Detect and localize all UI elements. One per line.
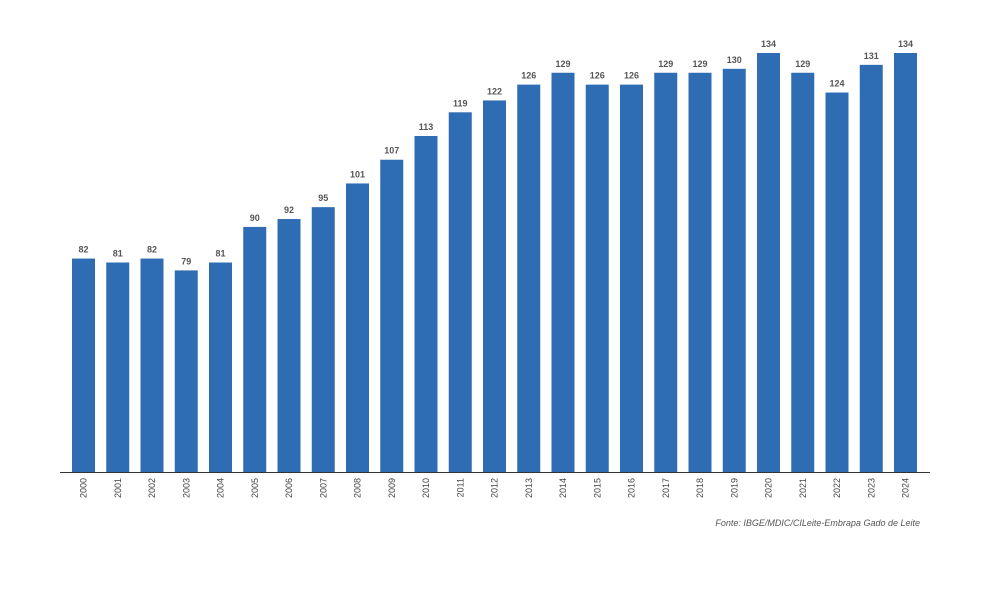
data-label: 95: [318, 193, 328, 203]
x-tick-label: 2000: [79, 478, 89, 498]
bar-2014: [551, 72, 575, 472]
data-label: 113: [419, 122, 434, 132]
data-label: 129: [658, 59, 673, 69]
x-tick-label: 2015: [592, 478, 602, 498]
data-label: 79: [181, 256, 191, 266]
x-tick-label: 2004: [216, 478, 226, 498]
bar-2004: [209, 262, 232, 472]
data-label: 82: [147, 245, 157, 255]
x-tick-label: 2013: [524, 478, 534, 498]
data-label: 131: [864, 51, 879, 61]
x-tick-label: 2007: [318, 478, 328, 498]
bar-2000: [72, 258, 95, 472]
x-tick-label: 2017: [661, 478, 671, 498]
x-tick-label: 2023: [866, 478, 876, 498]
data-label: 81: [113, 249, 123, 259]
bar-2021: [791, 72, 815, 472]
x-tick-label: 2001: [113, 478, 123, 498]
data-label: 126: [521, 71, 536, 81]
x-tick-label: 2024: [901, 478, 911, 498]
bar-2019: [722, 68, 746, 473]
data-label: 134: [898, 39, 913, 49]
bar-2005: [243, 226, 267, 472]
bar-2001: [106, 262, 130, 472]
x-tick-label: 2022: [832, 478, 842, 498]
x-tick-label: 2016: [627, 478, 637, 498]
data-label: 81: [215, 249, 225, 259]
bar-2011: [448, 112, 472, 472]
x-tick-label: 2009: [387, 478, 397, 498]
data-label: 122: [487, 86, 502, 96]
data-label: 134: [761, 39, 776, 49]
data-label: 107: [384, 146, 399, 156]
data-label: 126: [624, 71, 639, 81]
bar-2009: [380, 159, 404, 472]
x-tick-label: 2012: [490, 478, 500, 498]
x-tick-label: 2019: [729, 478, 739, 498]
bar-2007: [311, 207, 335, 472]
data-label: 129: [692, 59, 707, 69]
data-label: 92: [284, 205, 294, 215]
bar-2022: [825, 92, 849, 472]
bar-2016: [620, 84, 643, 472]
x-tick-label: 2018: [695, 478, 705, 498]
data-label: 124: [829, 79, 844, 89]
data-label: 130: [727, 55, 742, 65]
bar-2020: [757, 53, 780, 472]
bar-2024: [894, 53, 917, 472]
x-tick-label: 2002: [147, 478, 157, 498]
x-tick-label: 2010: [421, 478, 431, 498]
bar-2012: [483, 100, 506, 472]
bar-2017: [654, 72, 678, 472]
x-tick-label: 2011: [455, 478, 465, 497]
bar-2006: [277, 219, 301, 472]
bar-2003: [174, 270, 198, 472]
x-tick-label: 2003: [181, 478, 191, 498]
data-label: 119: [453, 98, 468, 108]
x-tick-label: 2021: [798, 478, 808, 498]
x-tick-label: 2005: [250, 478, 260, 498]
bar-2013: [517, 84, 541, 472]
data-label: 101: [350, 169, 365, 179]
source-note: Fonte: IBGE/MDIC/CILeite-Embrapa Gado de…: [715, 518, 920, 528]
bar-2002: [140, 258, 164, 472]
bar-2008: [346, 183, 369, 472]
x-tick-label: 2014: [558, 478, 568, 498]
data-label: 82: [78, 245, 88, 255]
data-label: 90: [250, 213, 260, 223]
x-tick-label: 2008: [353, 478, 363, 498]
bar-2010: [414, 136, 438, 472]
x-tick-label: 2006: [284, 478, 294, 498]
x-tick-label: 2020: [764, 478, 774, 498]
data-label: 126: [590, 71, 605, 81]
bar-2015: [585, 84, 609, 472]
bar-2018: [688, 72, 712, 472]
bar-2023: [859, 64, 883, 472]
data-label: 129: [795, 59, 810, 69]
data-label: 129: [555, 59, 570, 69]
